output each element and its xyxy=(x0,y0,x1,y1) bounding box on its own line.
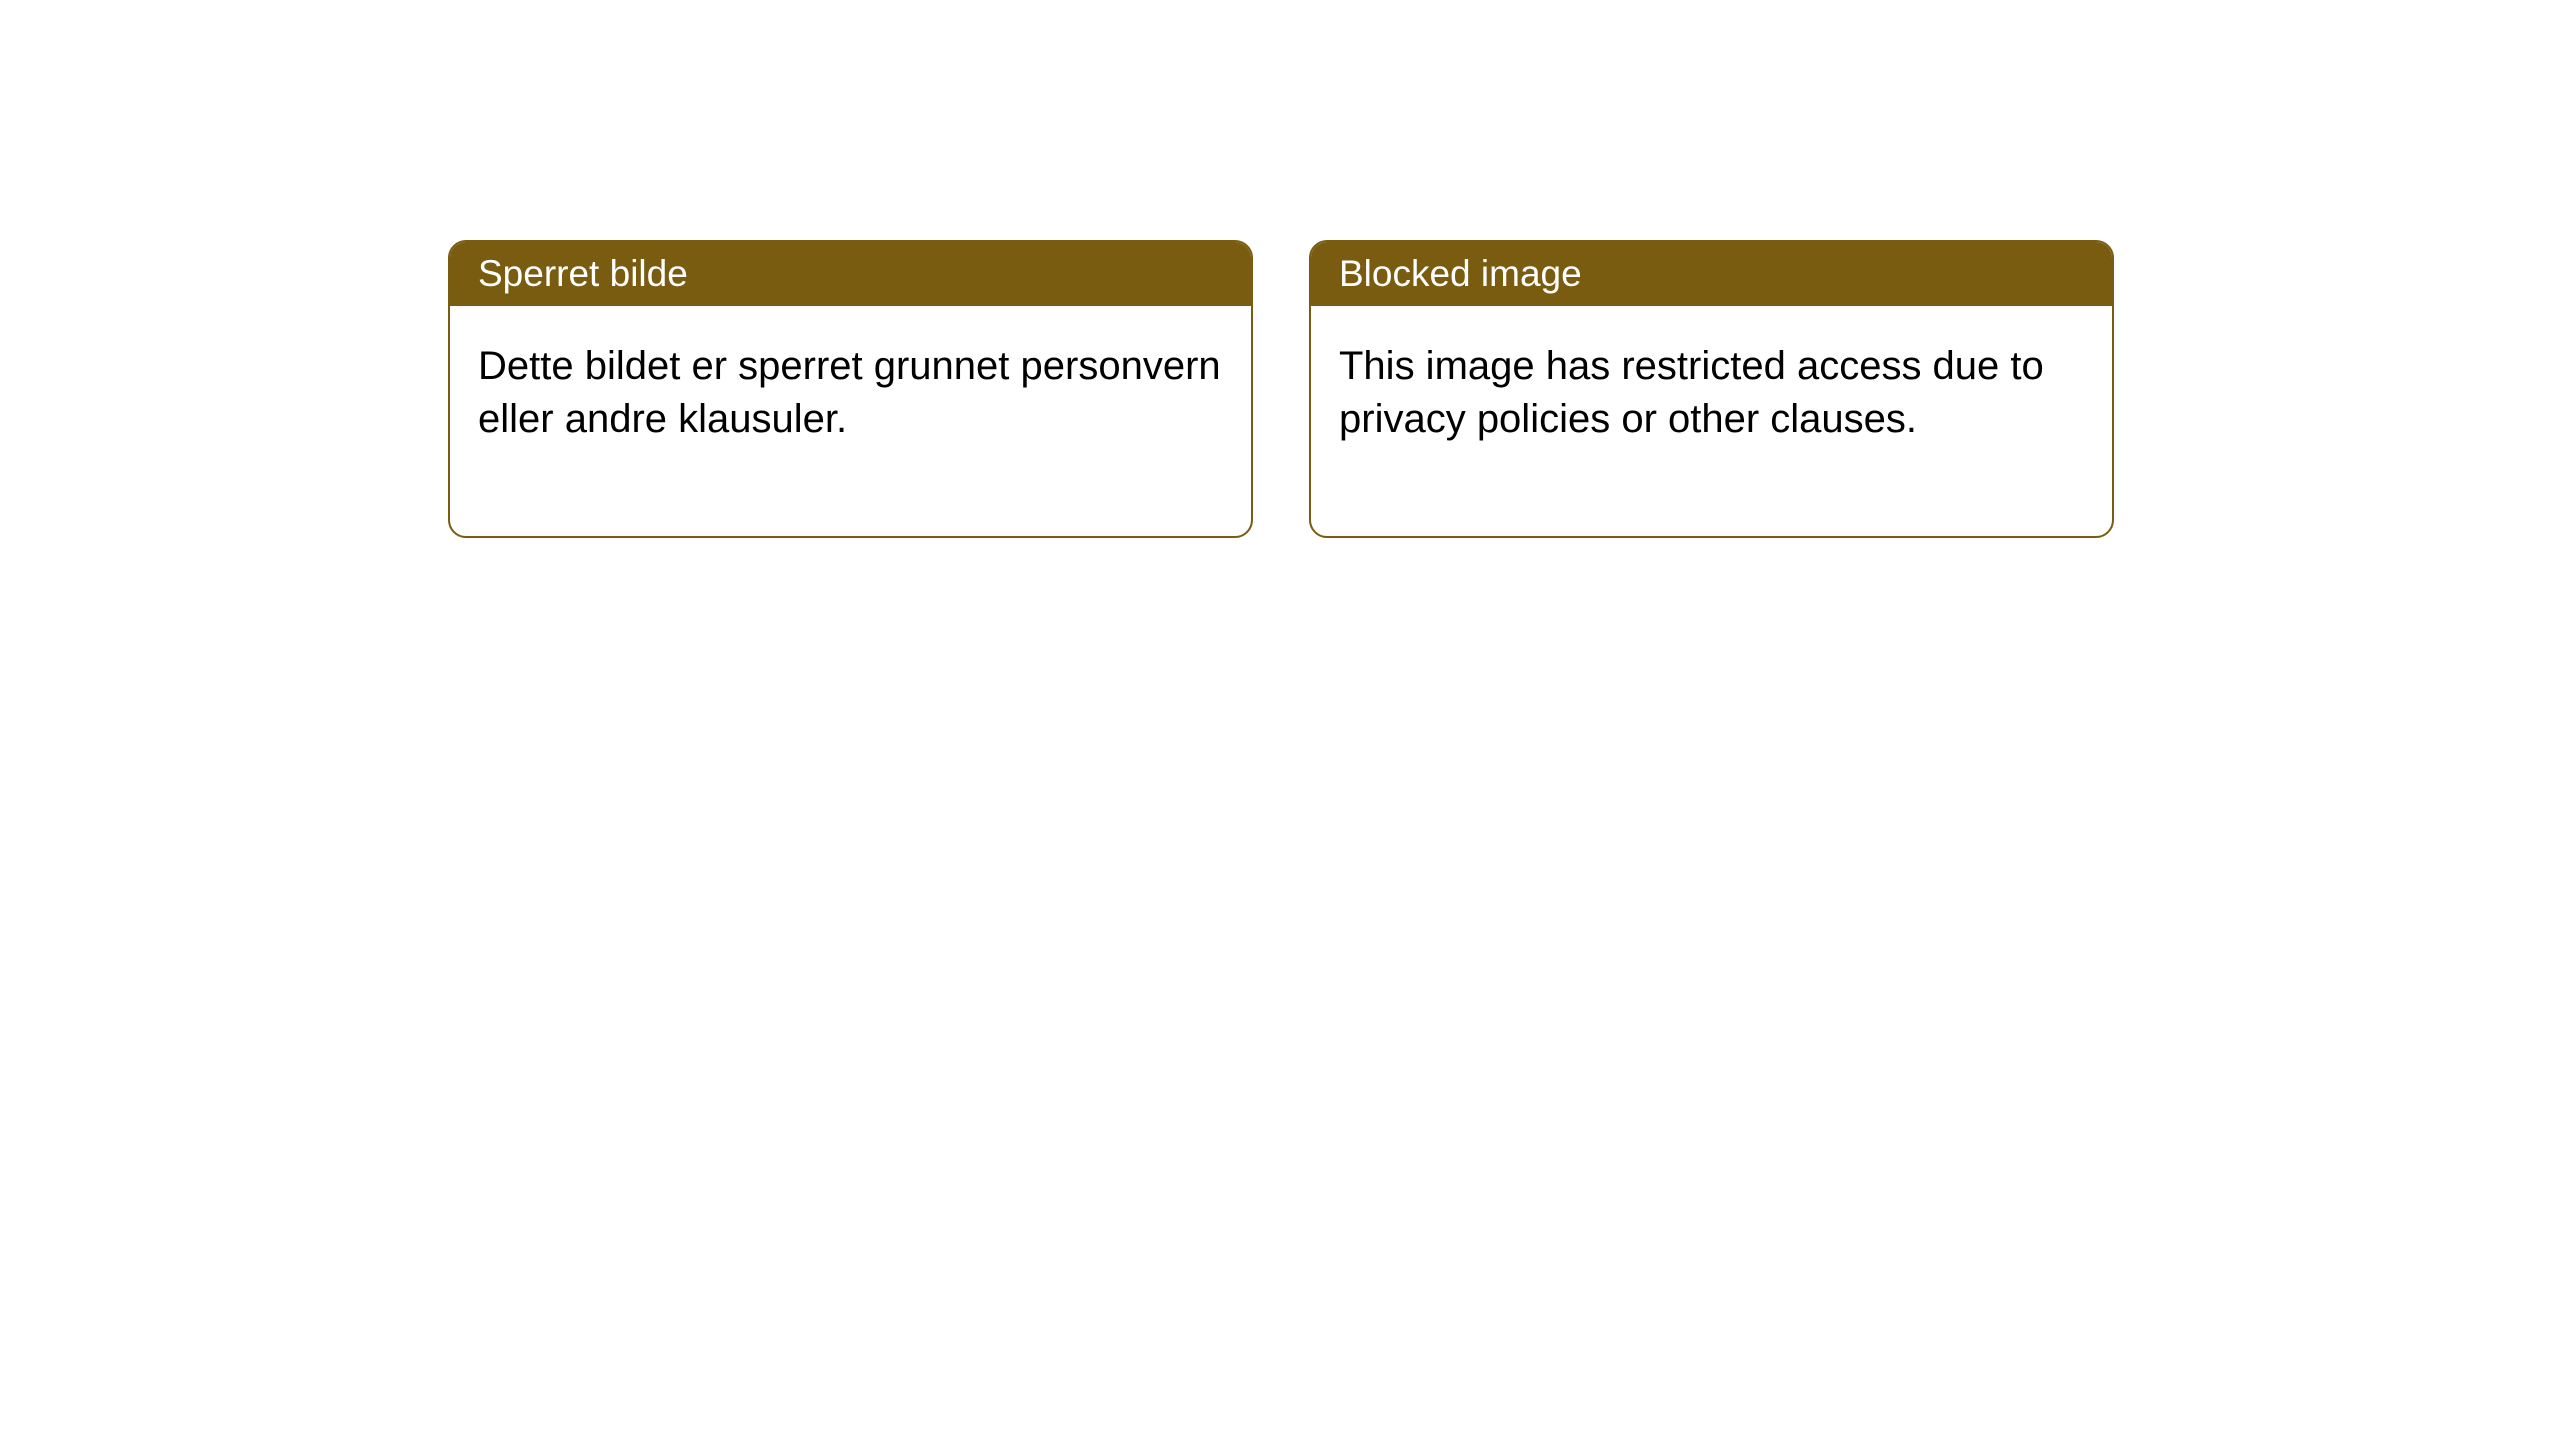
notice-body: Dette bildet er sperret grunnet personve… xyxy=(450,306,1251,536)
notice-container: Sperret bilde Dette bildet er sperret gr… xyxy=(448,240,2114,538)
notice-header: Blocked image xyxy=(1311,242,2112,306)
notice-body: This image has restricted access due to … xyxy=(1311,306,2112,536)
notice-header: Sperret bilde xyxy=(450,242,1251,306)
notice-card-norwegian: Sperret bilde Dette bildet er sperret gr… xyxy=(448,240,1253,538)
notice-card-english: Blocked image This image has restricted … xyxy=(1309,240,2114,538)
